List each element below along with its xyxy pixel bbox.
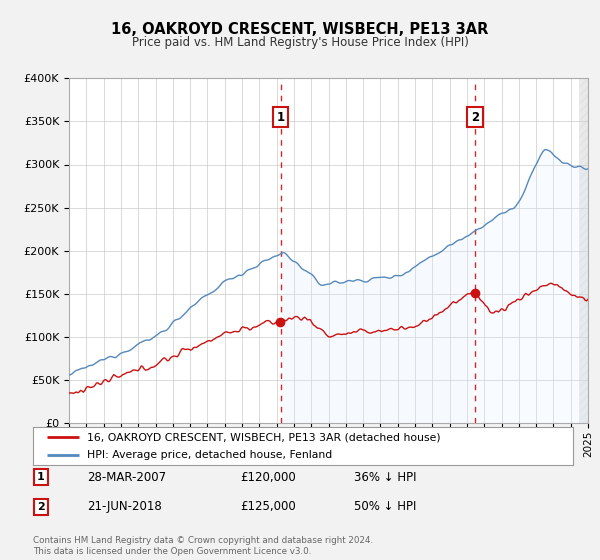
Text: £125,000: £125,000 bbox=[240, 500, 296, 514]
Bar bbox=[580, 78, 588, 423]
Text: 50% ↓ HPI: 50% ↓ HPI bbox=[354, 500, 416, 514]
Text: 16, OAKROYD CRESCENT, WISBECH, PE13 3AR: 16, OAKROYD CRESCENT, WISBECH, PE13 3AR bbox=[112, 22, 488, 38]
Text: 28-MAR-2007: 28-MAR-2007 bbox=[87, 470, 166, 484]
Text: 1: 1 bbox=[37, 472, 44, 482]
Text: £120,000: £120,000 bbox=[240, 470, 296, 484]
Text: Price paid vs. HM Land Registry's House Price Index (HPI): Price paid vs. HM Land Registry's House … bbox=[131, 36, 469, 49]
Text: 36% ↓ HPI: 36% ↓ HPI bbox=[354, 470, 416, 484]
Text: 2: 2 bbox=[37, 502, 44, 512]
Text: 21-JUN-2018: 21-JUN-2018 bbox=[87, 500, 162, 514]
Text: Contains HM Land Registry data © Crown copyright and database right 2024.
This d: Contains HM Land Registry data © Crown c… bbox=[33, 536, 373, 556]
Text: 16, OAKROYD CRESCENT, WISBECH, PE13 3AR (detached house): 16, OAKROYD CRESCENT, WISBECH, PE13 3AR … bbox=[87, 432, 440, 442]
Text: 2: 2 bbox=[471, 111, 479, 124]
Text: HPI: Average price, detached house, Fenland: HPI: Average price, detached house, Fenl… bbox=[87, 450, 332, 460]
Text: 1: 1 bbox=[277, 111, 284, 124]
